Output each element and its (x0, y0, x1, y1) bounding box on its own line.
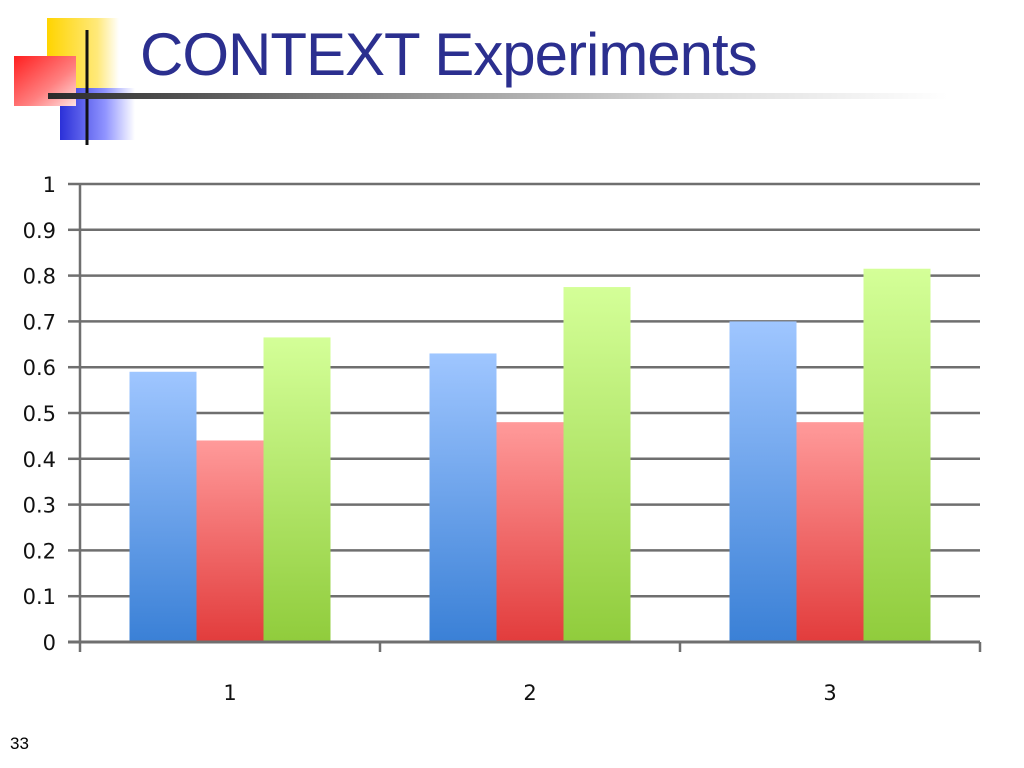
bar-series-2-cat-2 (496, 422, 564, 642)
y-tick-label: 1 (43, 173, 56, 197)
bar-series-2-cat-1 (196, 440, 264, 642)
axes (68, 182, 982, 652)
x-tick-label: 1 (223, 681, 236, 705)
bar-series-1-cat-1 (129, 371, 197, 642)
page-title: CONTEXT Experiments (140, 21, 758, 88)
logo-squares (14, 18, 135, 145)
y-tick-label: 0.9 (23, 219, 56, 243)
y-tick-label: 0.8 (23, 265, 56, 289)
y-tick-label: 0.4 (23, 448, 56, 472)
title-rule (48, 93, 948, 99)
y-tick-label: 0.5 (23, 402, 56, 426)
bar-series-1-cat-2 (429, 353, 497, 642)
bar-series-2-cat-3 (796, 422, 864, 642)
x-tick-label: 2 (523, 681, 536, 705)
bars (129, 268, 931, 642)
tick-labels: 0 0.1 0.2 0.3 0.4 0.5 0.6 0.7 0.8 0.9 1 1 2 3 (23, 173, 837, 705)
x-tick-label: 3 (823, 681, 836, 705)
y-tick-label: 0.1 (23, 585, 56, 609)
bar-chart: 0 0.1 0.2 0.3 0.4 0.5 0.6 0.7 0.8 0.9 1 1 2 3 (23, 173, 982, 705)
page-number: 33 (10, 734, 29, 753)
bar-series-3-cat-1 (263, 337, 331, 642)
y-tick-label: 0.3 (23, 494, 56, 518)
y-tick-label: 0 (43, 631, 56, 655)
bar-series-3-cat-2 (563, 287, 631, 642)
bar-series-1-cat-3 (729, 321, 797, 642)
y-tick-label: 0.2 (23, 539, 56, 563)
y-tick-label: 0.7 (23, 310, 56, 334)
y-tick-label: 0.6 (23, 356, 56, 380)
bar-series-3-cat-3 (863, 268, 931, 642)
